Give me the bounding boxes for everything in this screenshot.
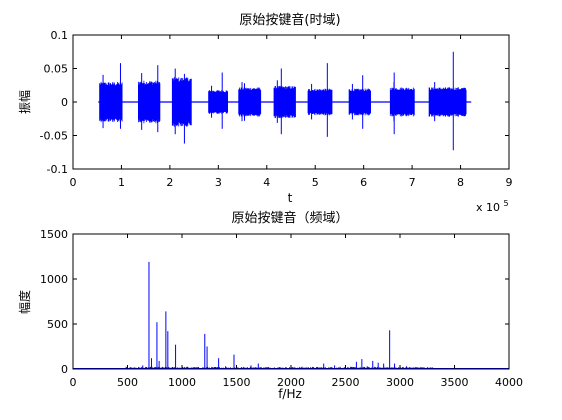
frequency-domain-x-ticks: 0 500 1000 1500 2000 2500 3000 3500 4000 <box>70 234 523 389</box>
waveform-burst <box>208 72 228 129</box>
x-tick-label: 500 <box>117 376 138 389</box>
x-exponent-power: 5 <box>504 199 509 208</box>
waveform-burst-body <box>428 87 467 117</box>
y-tick-label: -0.05 <box>40 130 68 143</box>
frequency-domain-xlabel: f/Hz <box>278 387 302 401</box>
time-domain-ylabel: 振幅 <box>17 90 32 114</box>
waveform-burst <box>138 65 161 133</box>
x-tick-label: 9 <box>506 176 513 189</box>
y-tick-label: 500 <box>47 318 68 331</box>
waveform-burst <box>428 51 467 151</box>
x-tick-label: 3000 <box>386 376 414 389</box>
waveform-burst-body <box>348 88 371 116</box>
waveform-burst <box>99 63 123 129</box>
x-tick-label: 5 <box>312 176 319 189</box>
x-tick-label: 3500 <box>441 376 469 389</box>
frequency-domain-title: 原始按键音（频域） <box>231 210 348 226</box>
y-tick-label: 0 <box>61 96 68 109</box>
x-exponent-base: x 10 <box>476 201 500 214</box>
x-tick-label: 1 <box>118 176 125 189</box>
waveform-burst <box>238 82 262 122</box>
waveform-burst <box>171 68 192 144</box>
y-tick-label: 1500 <box>40 228 68 241</box>
x-tick-label: 8 <box>457 176 464 189</box>
y-tick-label: 0 <box>61 363 68 376</box>
x-tick-label: 0 <box>70 376 77 389</box>
x-tick-label: 2 <box>166 176 173 189</box>
x-tick-label: 1000 <box>168 376 196 389</box>
x-tick-label: 0 <box>70 176 77 189</box>
frequency-domain-plot: 原始按键音（频域） 幅度 f/Hz 0 500 1000 1500 2000 2500 30… <box>17 210 523 401</box>
y-tick-label: -0.1 <box>47 163 68 176</box>
waveform-burst-body <box>389 87 415 117</box>
waveform-burst-body <box>238 87 262 117</box>
time-domain-waveform <box>98 51 472 151</box>
time-domain-xlabel: t <box>288 191 293 205</box>
x-tick-label: 3 <box>215 176 222 189</box>
x-tick-label: 2000 <box>277 376 305 389</box>
waveform-burst <box>273 68 296 135</box>
time-domain-x-ticks: 0 1 2 3 4 5 6 7 8 9 <box>70 35 513 189</box>
waveform-burst-body <box>208 90 228 114</box>
waveform-burst-body <box>171 77 192 127</box>
x-tick-label: 2500 <box>332 376 360 389</box>
y-tick-label: 0.05 <box>44 63 69 76</box>
y-tick-label: 1000 <box>40 273 68 286</box>
waveform-burst <box>389 72 415 135</box>
waveform-burst <box>307 63 333 137</box>
x-tick-label: 4000 <box>495 376 523 389</box>
x-tick-label: 4 <box>263 176 270 189</box>
frequency-domain-ylabel: 幅度 <box>17 290 32 314</box>
x-tick-label: 6 <box>360 176 367 189</box>
waveform-burst-body <box>99 81 123 123</box>
waveform-burst <box>348 75 371 129</box>
time-domain-title: 原始按键音(时域) <box>239 12 340 28</box>
time-domain-x-exponent-label: x 10 5 <box>476 199 509 214</box>
x-tick-label: 7 <box>409 176 416 189</box>
frequency-domain-y-ticks: 0 500 1000 1500 <box>40 228 509 376</box>
y-tick-label: 0.1 <box>51 29 69 42</box>
time-domain-y-ticks: -0.1 -0.05 0 0.05 0.1 <box>40 29 509 176</box>
x-tick-label: 1500 <box>223 376 251 389</box>
